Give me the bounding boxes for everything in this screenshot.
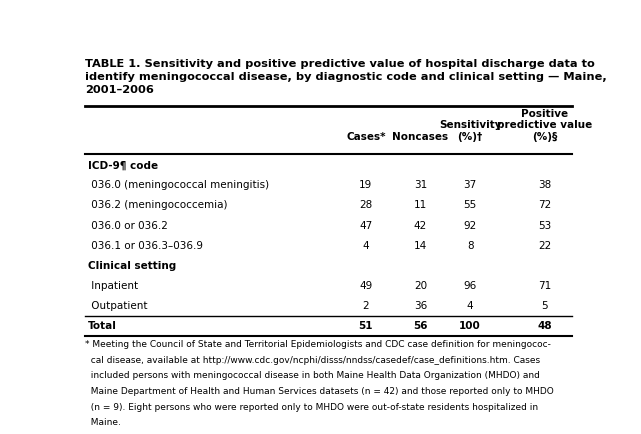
Text: 100: 100 (459, 321, 481, 331)
Text: 36: 36 (414, 301, 427, 311)
Text: (n = 9). Eight persons who were reported only to MHDO were out-of-state resident: (n = 9). Eight persons who were reported… (85, 403, 538, 411)
Text: 20: 20 (414, 281, 427, 291)
Text: 96: 96 (463, 281, 477, 291)
Text: 71: 71 (538, 281, 551, 291)
Text: (%)†: (%)† (458, 132, 483, 142)
Text: 72: 72 (538, 201, 551, 210)
Text: 2: 2 (362, 301, 369, 311)
Text: Total: Total (88, 321, 117, 331)
Text: 28: 28 (359, 201, 372, 210)
Text: Outpatient: Outpatient (88, 301, 147, 311)
Text: 14: 14 (414, 240, 427, 250)
Text: 55: 55 (463, 201, 477, 210)
Text: 22: 22 (538, 240, 551, 250)
Text: 51: 51 (358, 321, 373, 331)
Text: 48: 48 (537, 321, 552, 331)
Text: 56: 56 (413, 321, 428, 331)
Text: Inpatient: Inpatient (88, 281, 138, 291)
Text: Noncases: Noncases (392, 132, 449, 142)
Text: 19: 19 (359, 181, 372, 191)
Text: 31: 31 (414, 181, 427, 191)
Text: 8: 8 (467, 240, 474, 250)
Text: Positive: Positive (521, 109, 568, 119)
Text: 036.1 or 036.3–036.9: 036.1 or 036.3–036.9 (88, 240, 203, 250)
Text: Maine Department of Health and Human Services datasets (n = 42) and those report: Maine Department of Health and Human Ser… (85, 387, 554, 396)
Text: 38: 38 (538, 181, 551, 191)
Text: 4: 4 (467, 301, 474, 311)
Text: included persons with meningococcal disease in both Maine Health Data Organizati: included persons with meningococcal dise… (85, 371, 540, 380)
Text: Clinical setting: Clinical setting (88, 261, 176, 271)
Text: 036.2 (meningococcemia): 036.2 (meningococcemia) (88, 201, 227, 210)
Text: Sensitivity: Sensitivity (439, 120, 501, 130)
Text: 49: 49 (359, 281, 372, 291)
Text: 47: 47 (359, 220, 372, 230)
Text: cal disease, available at http://www.cdc.gov/ncphi/disss/nndss/casedef/case_defi: cal disease, available at http://www.cdc… (85, 355, 540, 365)
Text: 11: 11 (414, 201, 427, 210)
Text: predictive value: predictive value (497, 120, 592, 130)
Text: Maine.: Maine. (85, 418, 121, 427)
Text: 4: 4 (362, 240, 369, 250)
Text: 92: 92 (463, 220, 477, 230)
Text: * Meeting the Council of State and Territorial Epidemiologists and CDC case defi: * Meeting the Council of State and Terri… (85, 340, 551, 349)
Text: 42: 42 (414, 220, 427, 230)
Text: 53: 53 (538, 220, 551, 230)
Text: TABLE 1. Sensitivity and positive predictive value of hospital discharge data to: TABLE 1. Sensitivity and positive predic… (85, 59, 607, 95)
Text: 37: 37 (463, 181, 477, 191)
Text: (%)§: (%)§ (532, 132, 557, 142)
Text: ICD-9¶ code: ICD-9¶ code (88, 161, 158, 171)
Text: 036.0 (meningococcal meningitis): 036.0 (meningococcal meningitis) (88, 181, 269, 191)
Text: 5: 5 (541, 301, 548, 311)
Text: Cases*: Cases* (346, 132, 385, 142)
Text: 036.0 or 036.2: 036.0 or 036.2 (88, 220, 167, 230)
